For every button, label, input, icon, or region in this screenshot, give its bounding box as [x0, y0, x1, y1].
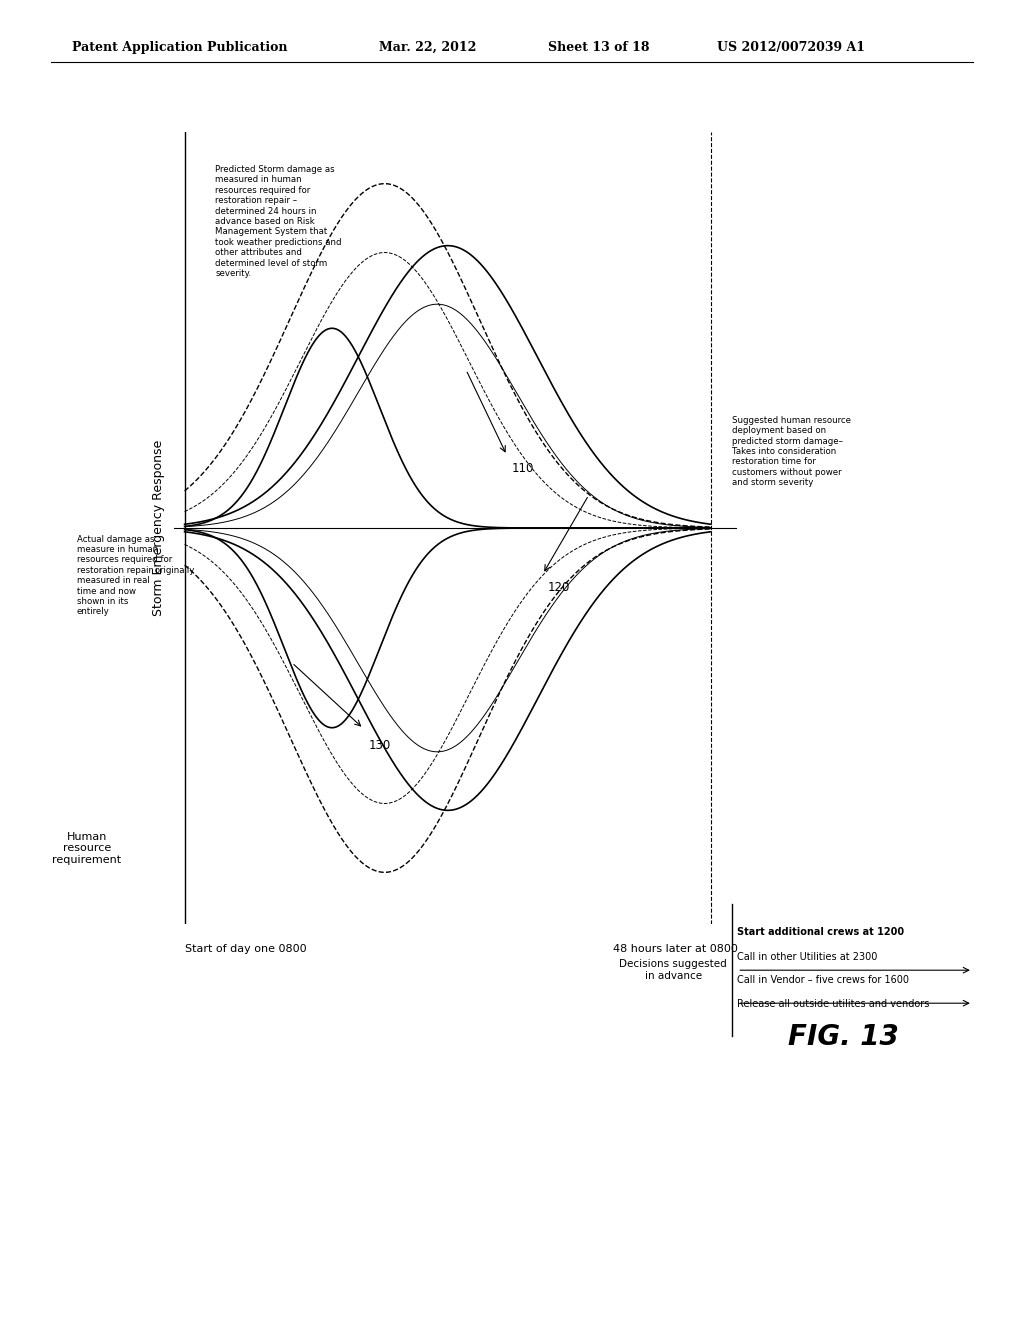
- Text: Patent Application Publication: Patent Application Publication: [72, 41, 287, 54]
- Text: 48 hours later at 0800: 48 hours later at 0800: [613, 944, 738, 954]
- Text: Mar. 22, 2012: Mar. 22, 2012: [379, 41, 476, 54]
- Text: US 2012/0072039 A1: US 2012/0072039 A1: [717, 41, 865, 54]
- Text: Storm Emergency Response: Storm Emergency Response: [153, 440, 165, 616]
- Text: Sheet 13 of 18: Sheet 13 of 18: [548, 41, 649, 54]
- Text: Actual damage as
measure in human
resources required for
restoration repair orig: Actual damage as measure in human resour…: [77, 535, 195, 616]
- Text: Human
resource
requirement: Human resource requirement: [52, 832, 122, 865]
- Text: Start of day one 0800: Start of day one 0800: [185, 944, 306, 954]
- Text: FIG. 13: FIG. 13: [788, 1023, 899, 1051]
- Text: Decisions suggested
in advance: Decisions suggested in advance: [620, 960, 727, 981]
- Text: Release all outside utilites and vendors: Release all outside utilites and vendors: [737, 999, 930, 1010]
- Text: Start additional crews at 1200: Start additional crews at 1200: [737, 927, 904, 937]
- Text: Call in other Utilities at 2300: Call in other Utilities at 2300: [737, 952, 878, 962]
- Text: 120: 120: [548, 581, 570, 594]
- Text: Suggested human resource
deployment based on
predicted storm damage–
Takes into : Suggested human resource deployment base…: [732, 416, 851, 487]
- Text: Predicted Storm damage as
measured in human
resources required for
restoration r: Predicted Storm damage as measured in hu…: [215, 165, 342, 279]
- Text: Call in Vendor – five crews for 1600: Call in Vendor – five crews for 1600: [737, 975, 909, 986]
- Text: 110: 110: [512, 462, 535, 475]
- Text: 130: 130: [369, 739, 391, 752]
